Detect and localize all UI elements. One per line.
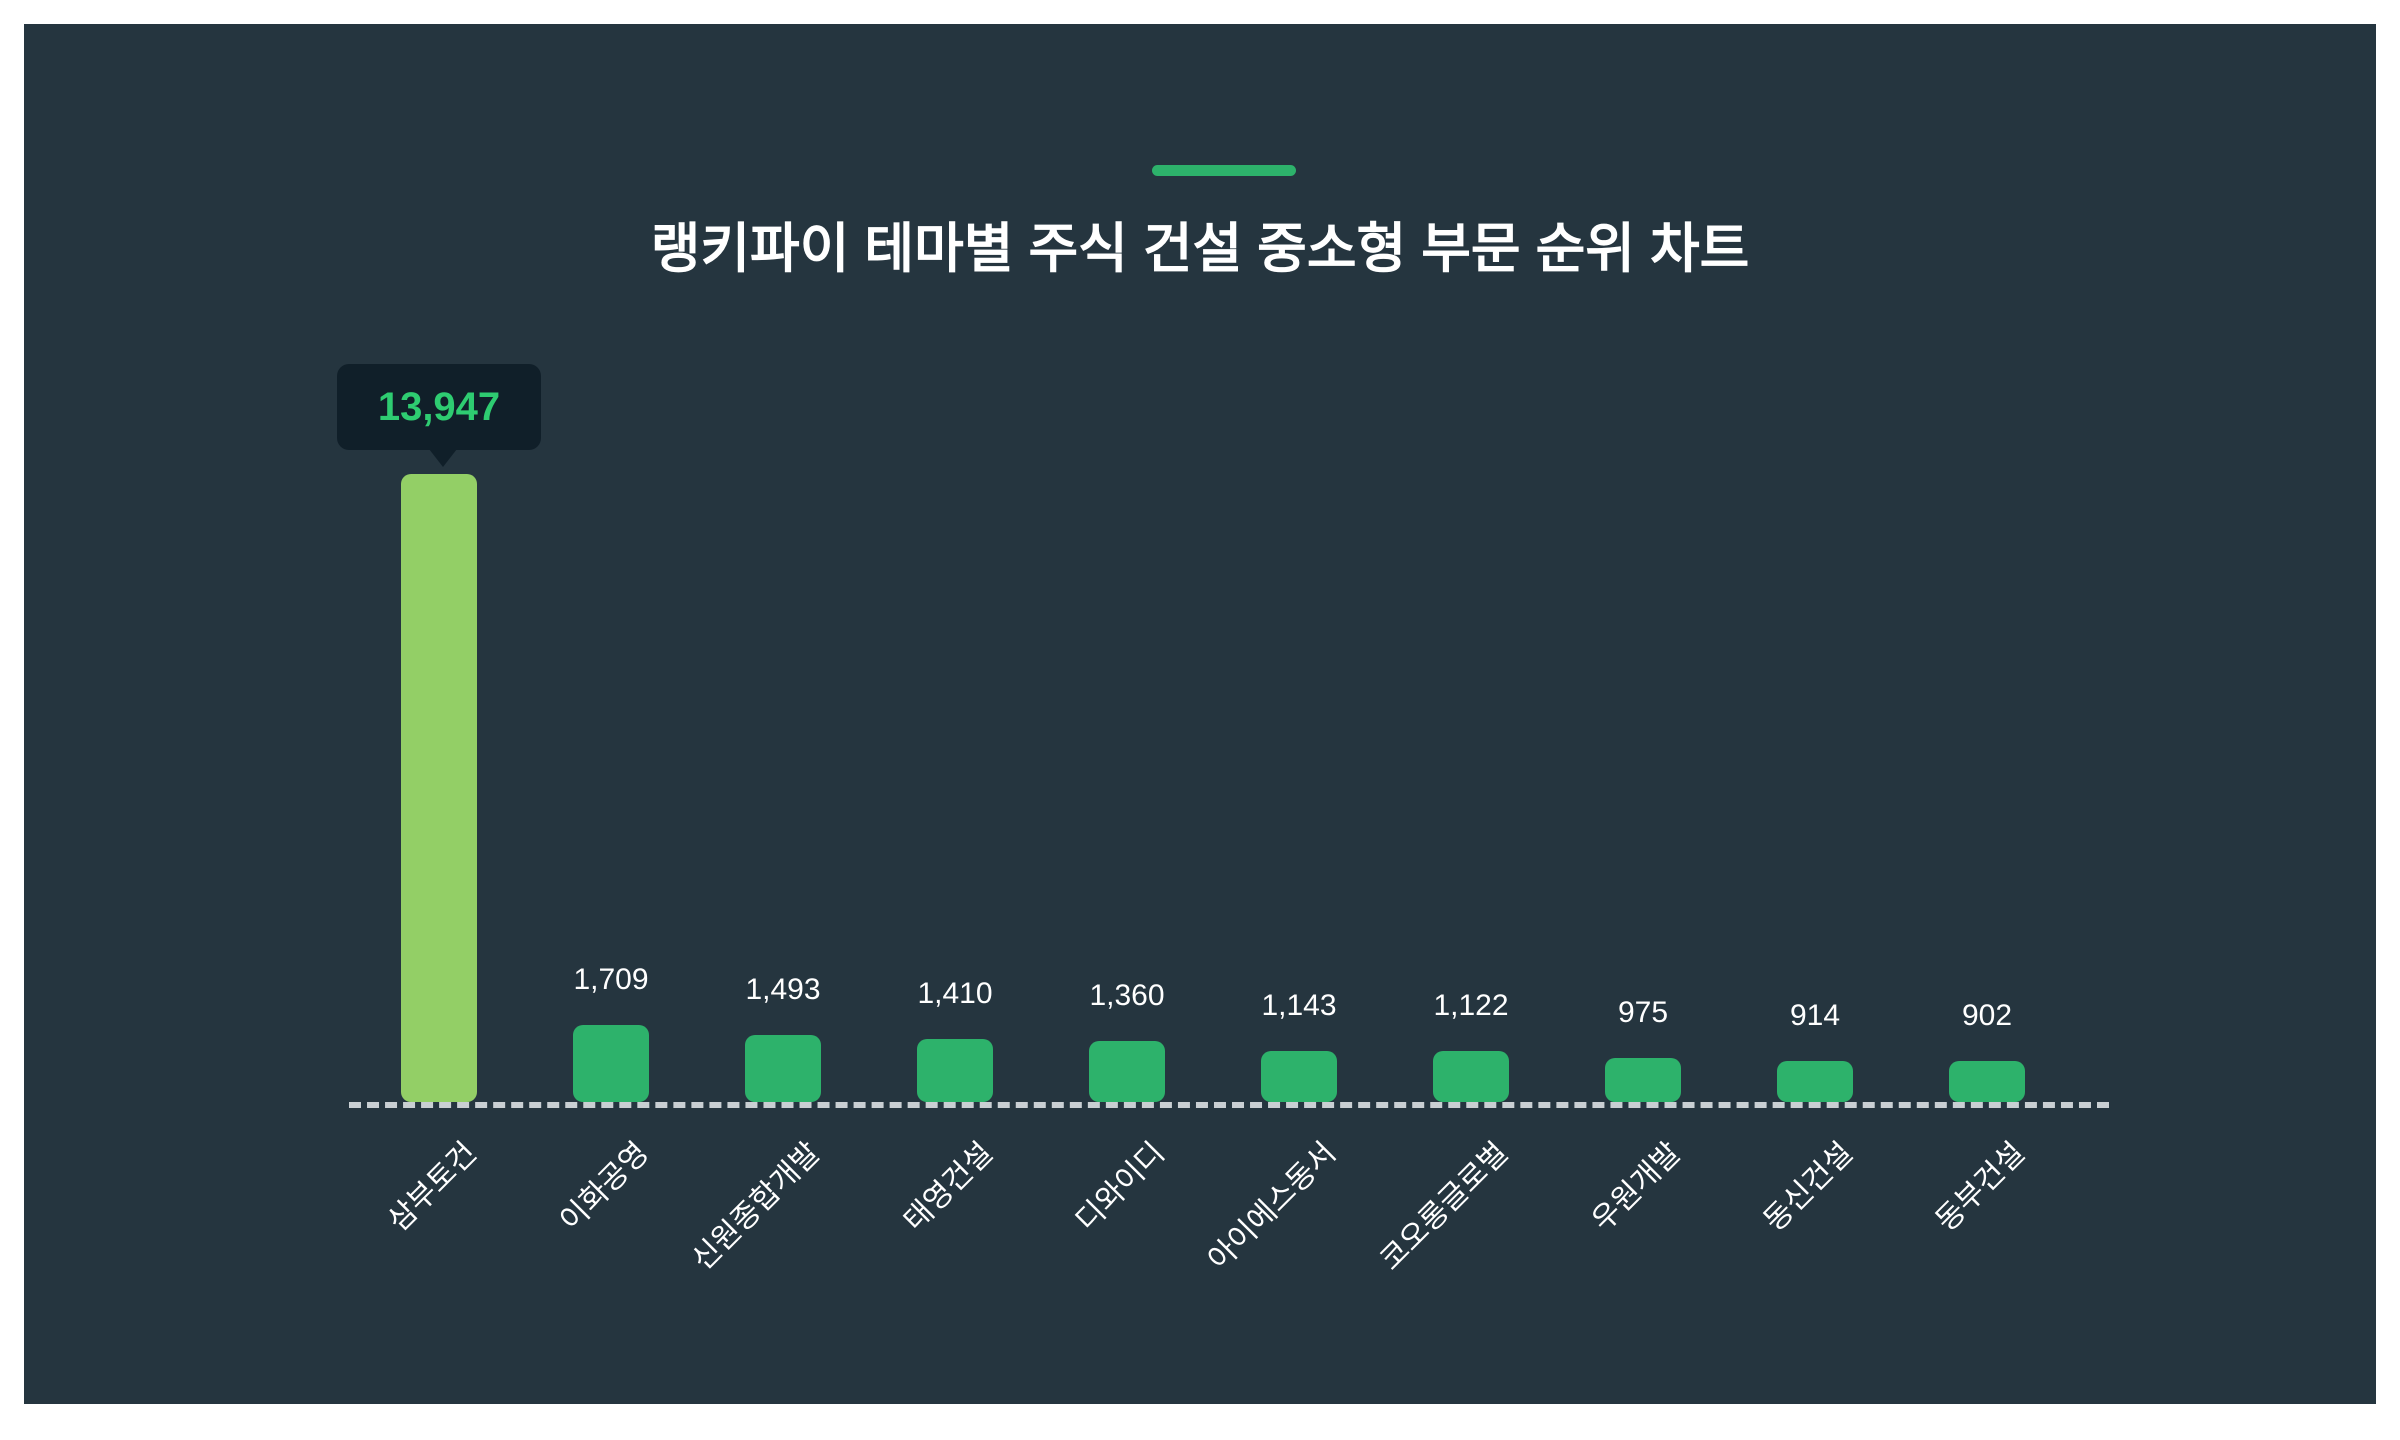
bar-코오롱글로벌[interactable] (1433, 1051, 1509, 1102)
category-label-태영건설: 태영건설 (897, 1136, 999, 1238)
category-label-동부건설: 동부건설 (1929, 1136, 2031, 1238)
category-label-신원종합개발: 신원종합개발 (686, 1136, 827, 1277)
bar-value-이화공영: 1,709 (573, 963, 649, 997)
category-label-아이에스동서: 아이에스동서 (1202, 1136, 1343, 1277)
category-label-삼부토건: 삼부토건 (381, 1136, 483, 1238)
category-label-이화공영: 이화공영 (553, 1136, 655, 1238)
value-tooltip: 13,947 (337, 364, 541, 467)
bar-디와이디[interactable] (1089, 1040, 1165, 1102)
bar-삼부토건[interactable] (401, 474, 477, 1102)
bar-value-태영건설: 1,410 (917, 976, 993, 1010)
bar-우원개발[interactable] (1605, 1058, 1681, 1102)
page-title: 랭키파이 테마별 주식 건설 중소형 부문 순위 차트 (650, 219, 1750, 279)
bar-value-코오롱글로벌: 1,122 (1433, 989, 1509, 1023)
tooltip-value: 13,947 (377, 385, 501, 429)
bar-value-우원개발: 975 (1617, 996, 1669, 1030)
bar-value-신원종합개발: 1,493 (745, 972, 821, 1006)
bar-value-동부건설: 902 (1961, 999, 2013, 1033)
bar-태영건설[interactable] (917, 1038, 993, 1102)
bar-동신건설[interactable] (1777, 1060, 1853, 1102)
category-label-디와이디: 디와이디 (1069, 1136, 1171, 1238)
baseline-axis (349, 1102, 2109, 1108)
bar-value-동신건설: 914 (1789, 998, 1841, 1032)
plot-area: 1,709 1,493 1,410 1,360 1,143 1,122 975 914 902 … (24, 24, 2376, 1404)
bar-신원종합개발[interactable] (745, 1034, 821, 1102)
bar-value-아이에스동서: 1,143 (1261, 988, 1337, 1022)
bar-아이에스동서[interactable] (1261, 1050, 1337, 1102)
title-accent-bar (1152, 165, 1296, 176)
bar-value-디와이디: 1,360 (1089, 978, 1165, 1012)
category-label-우원개발: 우원개발 (1585, 1136, 1687, 1238)
bar-동부건설[interactable] (1949, 1061, 2025, 1102)
tooltip-arrow-icon (429, 449, 457, 467)
category-label-동신건설: 동신건설 (1757, 1136, 1859, 1238)
chart-panel: 랭키파이 테마별 주식 건설 중소형 부문 순위 차트 1,709 1,493 1,… (24, 24, 2376, 1404)
category-label-코오롱글로벌: 코오롱글로벌 (1374, 1136, 1515, 1277)
bar-이화공영[interactable] (573, 1025, 649, 1102)
